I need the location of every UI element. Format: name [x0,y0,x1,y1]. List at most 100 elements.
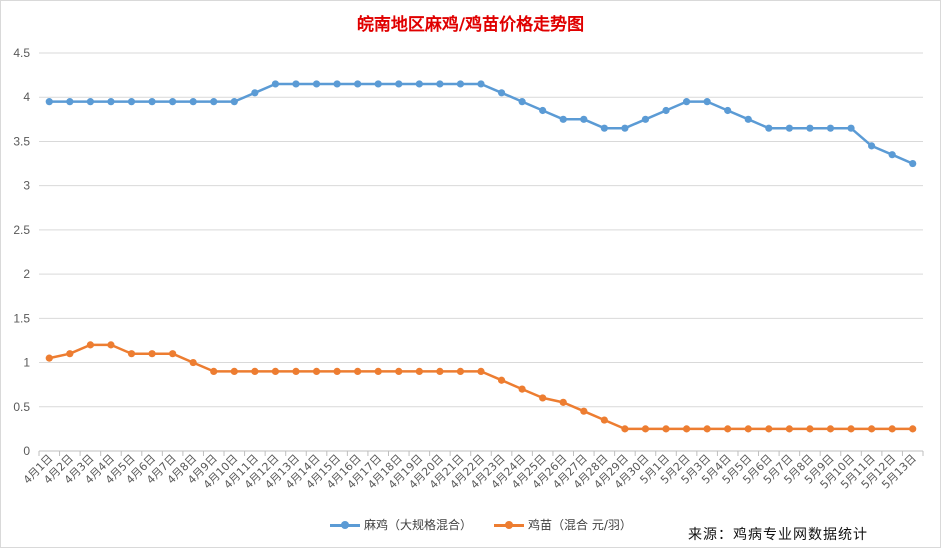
data-point-series-2 [210,367,218,375]
data-point-series-2 [107,341,115,349]
data-point-series-2 [333,367,341,375]
data-point-series-1 [169,98,177,106]
data-point-series-2 [621,425,629,433]
data-point-series-2 [477,367,485,375]
data-point-series-2 [600,416,608,424]
data-point-series-1 [868,142,876,150]
data-point-series-1 [45,98,53,106]
data-point-series-2 [436,367,444,375]
data-point-series-2 [847,425,855,433]
data-point-series-1 [600,124,608,132]
data-point-series-1 [888,151,896,159]
series-line-1 [49,82,914,165]
data-point-series-2 [724,425,732,433]
data-point-series-1 [641,115,650,123]
legend-label-series-2: 鸡苗（混合 元/羽） [528,518,632,532]
y-tick-label: 4 [23,90,30,104]
legend: 麻鸡（大规格混合） 鸡苗（混合 元/羽） [330,516,632,533]
data-point-series-2 [189,358,197,367]
data-point-series-1 [847,124,855,132]
data-point-series-1 [785,124,793,132]
data-point-series-1 [497,89,506,97]
data-point-series-1 [415,80,423,88]
source-note: 来源：鸡病专业网数据统计 [688,527,868,543]
data-point-series-2 [169,350,177,358]
data-point-series-2 [559,398,567,406]
data-point-series-1 [271,80,280,88]
data-point-series-2 [682,425,691,433]
y-tick-label: 1.5 [13,311,30,325]
data-point-series-2 [662,425,670,433]
data-point-series-2 [86,341,94,349]
legend-item-series-2: 鸡苗（混合 元/羽） [494,516,632,533]
data-point-series-1 [477,80,485,88]
data-point-series-1 [292,80,300,88]
data-point-series-1 [662,106,670,115]
chart-title: 皖南地区麻鸡/鸡苗价格走势图 [356,15,585,35]
data-point-series-2 [271,367,280,375]
y-tick-label: 3 [23,179,30,193]
data-point-series-1 [86,98,94,106]
data-point-series-2 [45,354,53,362]
data-point-series-2 [66,350,74,358]
data-point-series-2 [230,367,238,375]
data-point-series-1 [703,98,711,106]
legend-label-series-1: 麻鸡（大规格混合） [364,518,473,532]
legend-item-series-1: 麻鸡（大规格混合） [330,516,472,533]
data-point-series-2 [826,425,835,433]
data-point-series-1 [312,80,321,88]
y-tick-label: 1 [23,356,30,370]
y-tick-label: 2 [23,267,30,281]
y-tick-label: 0.5 [13,400,30,414]
legend-marker-series-1 [330,519,360,531]
data-point-series-1 [354,80,362,88]
data-point-series-1 [230,98,238,106]
data-point-series-2 [868,425,876,433]
data-point-series-2 [909,425,917,433]
data-point-series-1 [765,124,773,132]
data-point-series-2 [806,425,814,433]
data-point-series-2 [497,376,506,384]
data-point-series-2 [415,367,423,375]
data-point-series-2 [888,425,896,433]
data-point-series-1 [559,115,567,123]
data-point-series-1 [744,115,752,123]
data-point-series-2 [580,407,588,415]
data-point-series-2 [641,425,650,433]
data-point-series-2 [251,367,259,375]
data-point-series-2 [539,394,547,402]
data-point-series-2 [765,425,773,433]
data-point-series-1 [909,159,917,168]
data-point-series-2 [456,367,465,375]
data-point-series-2 [703,425,711,433]
data-point-series-2 [312,367,321,375]
y-tick-label: 2.5 [13,223,30,237]
data-point-series-1 [539,106,547,115]
data-point-series-1 [333,80,341,88]
legend-marker-series-2 [494,519,525,531]
y-tick-label: 4.5 [13,46,30,60]
data-point-series-1 [621,124,629,132]
data-point-series-1 [107,98,115,106]
series-line-2 [49,343,913,431]
data-point-series-1 [682,98,691,106]
data-point-series-1 [66,98,74,106]
data-point-series-2 [148,350,156,358]
y-tick-label: 3.5 [13,134,30,148]
data-point-series-1 [436,80,444,88]
data-point-series-2 [292,367,300,375]
data-point-series-2 [354,367,362,375]
data-point-series-1 [724,106,732,115]
data-point-series-1 [826,124,835,132]
data-point-series-2 [744,425,752,433]
data-point-series-1 [456,80,465,88]
data-point-series-1 [148,98,156,106]
data-point-series-1 [806,124,814,132]
data-point-series-2 [785,425,793,433]
y-tick-label: 0 [23,444,30,458]
data-point-series-1 [189,98,197,106]
data-point-series-1 [251,89,259,97]
data-point-series-1 [127,98,136,106]
data-point-series-1 [580,115,588,123]
